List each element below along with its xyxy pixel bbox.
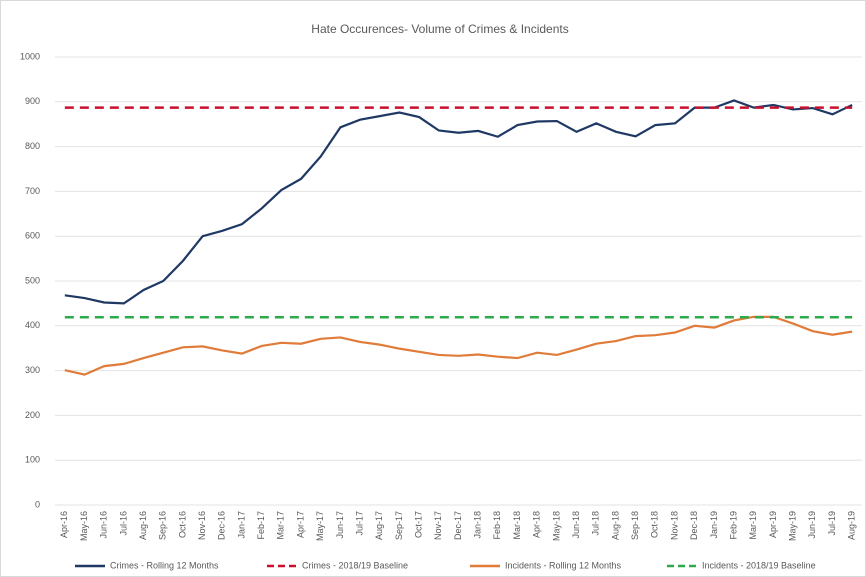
x-tick-label: Jul-16 xyxy=(118,511,128,536)
x-tick-label: Jul-19 xyxy=(827,511,837,536)
x-tick-label: Oct-18 xyxy=(650,511,660,538)
series-line xyxy=(64,99,853,305)
y-tick-label: 200 xyxy=(25,410,40,420)
x-tick-label: Jun-17 xyxy=(335,511,345,539)
x-tick-label: Aug-19 xyxy=(847,511,857,540)
x-tick-label: Apr-16 xyxy=(59,511,69,538)
y-tick-label: 800 xyxy=(25,141,40,151)
x-tick-label: Sep-18 xyxy=(630,511,640,540)
x-tick-label: Oct-17 xyxy=(414,511,424,538)
y-tick-label: 900 xyxy=(25,96,40,106)
x-tick-label: Nov-18 xyxy=(669,511,679,540)
series-line xyxy=(64,315,853,376)
y-tick-label: 1000 xyxy=(20,51,40,61)
x-tick-label: Feb-19 xyxy=(728,511,738,540)
x-tick-label: Aug-18 xyxy=(610,511,620,540)
x-tick-label: Mar-17 xyxy=(276,511,286,540)
x-tick-label: Sep-16 xyxy=(158,511,168,540)
x-tick-label: Jan-18 xyxy=(473,511,483,539)
y-tick-label: 300 xyxy=(25,365,40,375)
y-tick-label: 100 xyxy=(25,455,40,465)
x-tick-label: Sep-17 xyxy=(394,511,404,540)
x-tick-label: May-16 xyxy=(79,511,89,541)
legend-label: Crimes - Rolling 12 Months xyxy=(110,560,219,570)
x-tick-label: Jul-17 xyxy=(354,511,364,536)
x-tick-label: Mar-19 xyxy=(748,511,758,540)
y-tick-label: 600 xyxy=(25,231,40,241)
x-tick-label: May-19 xyxy=(787,511,797,541)
x-tick-label: Apr-18 xyxy=(532,511,542,538)
y-tick-label: 0 xyxy=(35,499,40,509)
x-tick-label: Jun-16 xyxy=(99,511,109,539)
x-tick-label: May-17 xyxy=(315,511,325,541)
x-tick-label: Nov-17 xyxy=(433,511,443,540)
x-tick-label: Apr-19 xyxy=(768,511,778,538)
x-tick-label: Dec-16 xyxy=(217,511,227,540)
x-tick-label: Oct-16 xyxy=(177,511,187,538)
chart-title: Hate Occurences- Volume of Crimes & Inci… xyxy=(311,22,568,36)
x-tick-label: Aug-16 xyxy=(138,511,148,540)
legend-label: Crimes - 2018/19 Baseline xyxy=(302,560,408,570)
legend-label: Incidents - 2018/19 Baseline xyxy=(702,560,816,570)
y-tick-label: 500 xyxy=(25,275,40,285)
x-tick-label: Aug-17 xyxy=(374,511,384,540)
x-tick-label: Feb-18 xyxy=(492,511,502,540)
x-tick-label: Jun-19 xyxy=(807,511,817,539)
x-tick-label: Jun-18 xyxy=(571,511,581,539)
x-tick-label: Jul-18 xyxy=(591,511,601,536)
x-tick-label: May-18 xyxy=(551,511,561,541)
y-tick-label: 400 xyxy=(25,320,40,330)
x-tick-label: Nov-16 xyxy=(197,511,207,540)
legend-label: Incidents - Rolling 12 Months xyxy=(505,560,622,570)
x-tick-label: Jan-19 xyxy=(709,511,719,539)
x-tick-label: Dec-18 xyxy=(689,511,699,540)
x-tick-label: Dec-17 xyxy=(453,511,463,540)
y-tick-label: 700 xyxy=(25,186,40,196)
x-tick-label: Feb-17 xyxy=(256,511,266,540)
x-tick-label: Jan-17 xyxy=(236,511,246,539)
x-tick-label: Apr-17 xyxy=(295,511,305,538)
x-tick-label: Mar-18 xyxy=(512,511,522,540)
